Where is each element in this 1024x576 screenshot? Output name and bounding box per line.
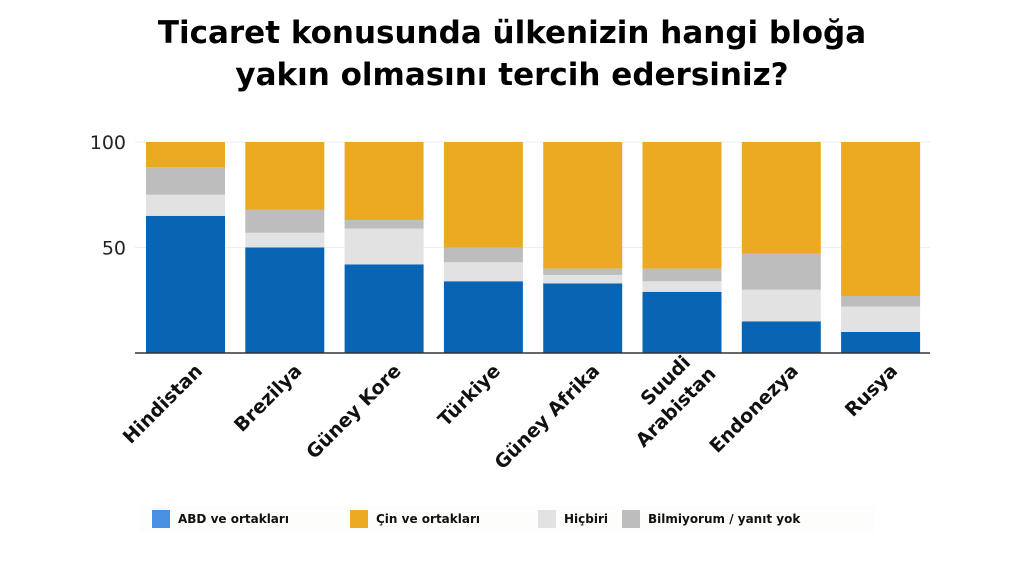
bar-segment [741, 321, 821, 353]
chart-title: Ticaret konusunda ülkenizin hangi bloğa … [0, 12, 1024, 96]
x-tick-label: Rusya [841, 360, 902, 421]
legend: ABD ve ortakları Çin ve ortakları Hiçbir… [140, 506, 875, 532]
bar-segment [543, 274, 623, 284]
bar-segment [443, 262, 523, 282]
legend-item-abd: ABD ve ortakları [152, 510, 289, 528]
bar-segment [245, 247, 325, 353]
legend-swatch [622, 510, 640, 528]
legend-item-cin: Çin ve ortakları [350, 510, 480, 528]
bar-segment [344, 220, 424, 229]
bar-segment [146, 142, 225, 168]
bar-segment [245, 232, 325, 248]
bar-segment [642, 268, 722, 282]
bar-segment [146, 194, 225, 216]
legend-swatch [152, 510, 170, 528]
bar-segment [146, 167, 225, 195]
bar-segment [344, 142, 424, 221]
bar-segment [245, 209, 325, 233]
x-tick-label: Brezilya [230, 360, 306, 436]
y-tick-label: 50 [102, 238, 126, 260]
bar-segment [741, 253, 821, 290]
legend-label: Bilmiyorum / yanıt yok [648, 512, 801, 526]
x-tick-label: Güney Kore [302, 360, 405, 463]
bar-segment [642, 142, 722, 269]
x-tick-label: Türkiye [434, 360, 505, 431]
legend-swatch [350, 510, 368, 528]
x-tick-label: SuudiArabistan [613, 344, 720, 451]
bar-segment [642, 291, 722, 353]
bar-segment [543, 142, 623, 269]
legend-item-bilmiyorum: Bilmiyorum / yanıt yok [622, 510, 800, 528]
bar-segment [344, 264, 424, 353]
bar-segment [443, 281, 523, 353]
title-line-1: Ticaret konusunda ülkenizin hangi bloğa [157, 15, 867, 51]
bar-segment [642, 281, 722, 292]
x-tick-label: Endonezya [705, 360, 802, 457]
bar-segment [841, 306, 921, 332]
bar-segment [146, 215, 225, 353]
legend-label: Hiçbiri [564, 512, 609, 526]
bar-segment [245, 142, 325, 210]
legend-label: ABD ve ortakları [178, 512, 289, 526]
bar-segment [344, 228, 424, 265]
bar-segment [741, 142, 821, 254]
bar-segment [443, 247, 523, 263]
bar-segment [841, 142, 921, 297]
bar-segment [543, 283, 623, 353]
bar-segment [841, 331, 921, 353]
bar-segment [741, 289, 821, 322]
legend-label: Çin ve ortakları [376, 512, 480, 526]
x-tick-label: Hindistan [119, 360, 207, 448]
legend-swatch [538, 510, 556, 528]
bar-segment [443, 142, 523, 248]
y-tick-label: 100 [90, 132, 126, 154]
bar-segment [543, 268, 623, 275]
title-line-2: yakın olmasını tercih edersiniz? [235, 57, 789, 93]
legend-item-hicbiri: Hiçbiri [538, 510, 608, 528]
x-tick-label: Güney Afrika [490, 360, 604, 474]
bar-segment [841, 296, 921, 307]
